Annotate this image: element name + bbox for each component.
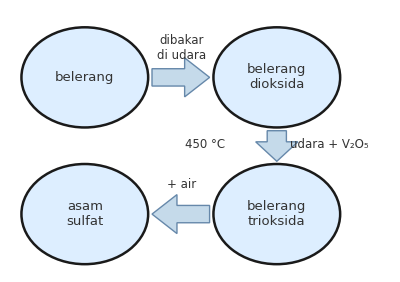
Text: dibakar
di udara: dibakar di udara <box>157 34 206 62</box>
Text: belerang
dioksida: belerang dioksida <box>247 63 306 91</box>
Polygon shape <box>152 58 210 97</box>
Text: belerang: belerang <box>55 71 114 84</box>
Ellipse shape <box>22 27 148 127</box>
Ellipse shape <box>214 164 340 264</box>
Text: belerang
trioksida: belerang trioksida <box>247 200 306 228</box>
Ellipse shape <box>22 164 148 264</box>
Polygon shape <box>152 195 210 233</box>
Text: udara + V₂O₅: udara + V₂O₅ <box>290 138 369 151</box>
Text: asam
sulfat: asam sulfat <box>66 200 104 228</box>
Ellipse shape <box>214 27 340 127</box>
Text: + air: + air <box>167 178 196 191</box>
Polygon shape <box>256 131 298 161</box>
Text: 450 °C: 450 °C <box>185 138 225 151</box>
